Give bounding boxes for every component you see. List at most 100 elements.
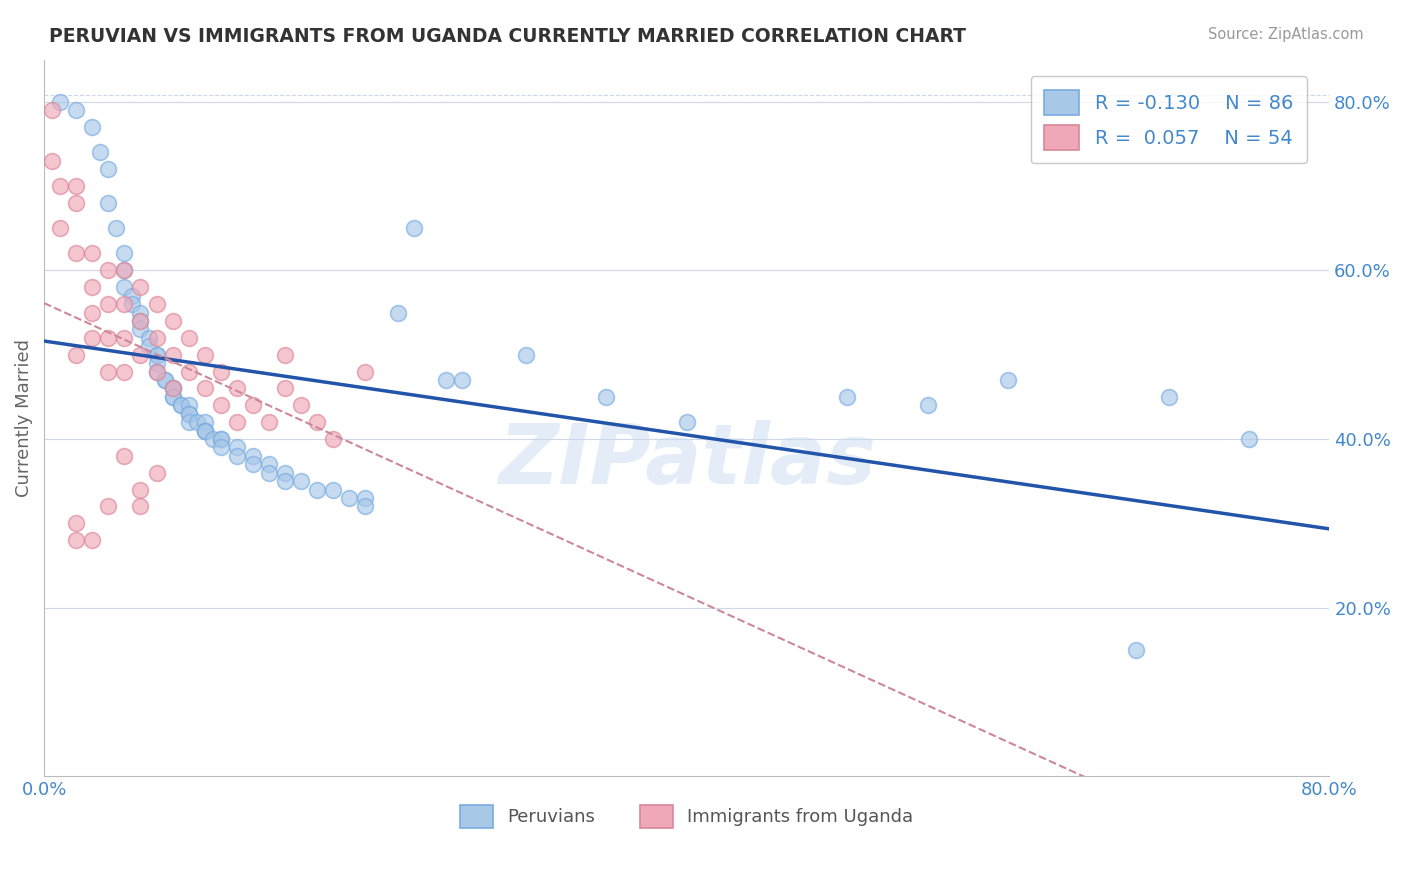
Point — [82, 246, 104, 260]
Point — [307, 483, 329, 497]
Point — [1157, 390, 1180, 404]
Point — [194, 424, 217, 438]
Point — [434, 373, 457, 387]
Point — [307, 415, 329, 429]
Point — [225, 449, 247, 463]
Point — [274, 381, 297, 395]
Legend: Peruvians, Immigrants from Uganda: Peruvians, Immigrants from Uganda — [453, 797, 921, 835]
Point — [242, 457, 264, 471]
Point — [194, 348, 217, 362]
Point — [450, 373, 472, 387]
Point — [194, 424, 217, 438]
Point — [402, 221, 425, 235]
Point — [162, 390, 184, 404]
Point — [129, 280, 152, 294]
Point — [97, 195, 120, 210]
Point — [1237, 432, 1260, 446]
Point — [114, 280, 136, 294]
Point — [49, 179, 72, 194]
Point — [65, 179, 87, 194]
Point — [65, 195, 87, 210]
Point — [169, 398, 191, 412]
Point — [65, 533, 87, 548]
Point — [209, 432, 232, 446]
Point — [595, 390, 617, 404]
Point — [177, 415, 200, 429]
Point — [49, 221, 72, 235]
Point — [129, 348, 152, 362]
Point — [997, 373, 1019, 387]
Point — [257, 457, 280, 471]
Point — [186, 415, 208, 429]
Point — [169, 398, 191, 412]
Point — [89, 145, 111, 160]
Point — [162, 348, 184, 362]
Point — [177, 331, 200, 345]
Point — [354, 365, 377, 379]
Point — [114, 263, 136, 277]
Point — [337, 491, 360, 505]
Point — [225, 381, 247, 395]
Point — [129, 322, 152, 336]
Point — [145, 356, 167, 370]
Point — [145, 365, 167, 379]
Point — [49, 95, 72, 109]
Point — [837, 390, 859, 404]
Point — [162, 381, 184, 395]
Point — [114, 246, 136, 260]
Point — [114, 297, 136, 311]
Point — [138, 331, 160, 345]
Point — [145, 365, 167, 379]
Point — [145, 348, 167, 362]
Point — [290, 474, 312, 488]
Point — [129, 500, 152, 514]
Point — [114, 331, 136, 345]
Point — [209, 441, 232, 455]
Point — [97, 162, 120, 177]
Point — [97, 331, 120, 345]
Point — [82, 331, 104, 345]
Point — [177, 407, 200, 421]
Point — [194, 424, 217, 438]
Point — [65, 348, 87, 362]
Point — [162, 381, 184, 395]
Point — [65, 103, 87, 118]
Point — [65, 516, 87, 531]
Point — [153, 373, 176, 387]
Point — [97, 263, 120, 277]
Y-axis label: Currently Married: Currently Married — [15, 339, 32, 497]
Point — [145, 348, 167, 362]
Point — [322, 483, 344, 497]
Point — [290, 398, 312, 412]
Point — [82, 305, 104, 319]
Point — [82, 120, 104, 134]
Point — [1125, 642, 1147, 657]
Point — [121, 297, 143, 311]
Point — [97, 365, 120, 379]
Point — [97, 500, 120, 514]
Point — [194, 415, 217, 429]
Text: ZIPatlas: ZIPatlas — [498, 420, 876, 501]
Point — [354, 491, 377, 505]
Point — [675, 415, 697, 429]
Point — [177, 365, 200, 379]
Point — [201, 432, 224, 446]
Point — [209, 432, 232, 446]
Point — [257, 466, 280, 480]
Point — [354, 500, 377, 514]
Point — [145, 297, 167, 311]
Point — [387, 305, 409, 319]
Point — [209, 365, 232, 379]
Text: PERUVIAN VS IMMIGRANTS FROM UGANDA CURRENTLY MARRIED CORRELATION CHART: PERUVIAN VS IMMIGRANTS FROM UGANDA CURRE… — [49, 27, 966, 45]
Point — [82, 280, 104, 294]
Point — [209, 398, 232, 412]
Point — [177, 407, 200, 421]
Point — [162, 381, 184, 395]
Point — [153, 373, 176, 387]
Point — [82, 533, 104, 548]
Point — [138, 339, 160, 353]
Point — [274, 466, 297, 480]
Point — [177, 398, 200, 412]
Point — [322, 432, 344, 446]
Point — [162, 390, 184, 404]
